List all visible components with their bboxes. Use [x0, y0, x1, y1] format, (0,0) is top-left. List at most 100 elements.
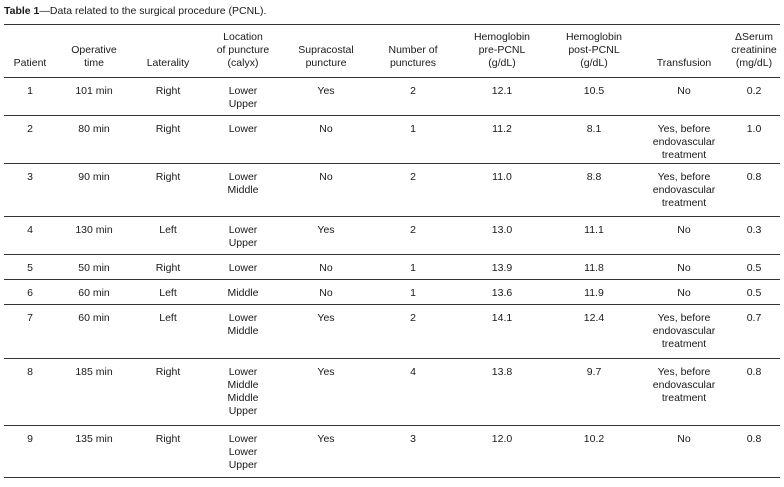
location-cell-line: Lower — [228, 224, 258, 236]
table-header: Patient Operative time Laterality Location of… — [4, 24, 780, 78]
transfusion-cell-line: No — [677, 85, 691, 97]
transfusion-cell: Yes, before endovascular treatment — [640, 305, 728, 359]
transfusion-cell-line: treatment — [661, 149, 707, 161]
supracostal-cell: No — [319, 262, 333, 274]
header-row: Patient Operative time Laterality Location of… — [4, 24, 780, 78]
punctures-cell: 3 — [410, 433, 416, 445]
table-row: 3 90 min Right Lower Middle No 2 11.0 8.8 Yes, be… — [4, 164, 780, 217]
punctures-cell: 1 — [410, 262, 416, 274]
creatinine-cell: 0.2 — [746, 85, 762, 97]
column-header-operative-time: Operative time — [56, 25, 132, 78]
column-header-line: post-PCNL — [568, 44, 620, 56]
surgical-procedure-table: Patient Operative time Laterality Location of… — [4, 24, 780, 478]
column-header-number-of-punctures: Number of punctures — [370, 25, 456, 78]
punctures-cell: 4 — [410, 366, 416, 378]
time-cell: 90 min — [78, 171, 110, 183]
location-cell-line: Lower — [228, 433, 258, 445]
hb-pre-cell: 13.0 — [491, 224, 513, 236]
hb-pre-cell: 14.1 — [491, 312, 513, 324]
punctures-cell: 2 — [410, 312, 416, 324]
laterality-cell: Right — [155, 366, 181, 378]
transfusion-cell: No — [640, 78, 728, 116]
hb-post-cell: 8.8 — [586, 171, 602, 183]
column-header-line: Hemoglobin — [565, 31, 623, 43]
location-cell-line: Lower — [228, 262, 258, 274]
hb-pre-cell: 12.0 — [491, 433, 513, 445]
transfusion-cell-line: Yes, before — [657, 123, 711, 135]
laterality-cell: Right — [155, 171, 181, 183]
patient-cell: 3 — [27, 171, 33, 183]
location-cell-line: Lower — [228, 446, 258, 458]
transfusion-cell-line: Yes, before — [657, 171, 711, 183]
transfusion-cell: Yes, before endovascular treatment — [640, 116, 728, 164]
creatinine-cell: 0.5 — [746, 287, 762, 299]
patient-cell: 6 — [27, 287, 33, 299]
table-row: 9 135 min Right Lower Lower Upper Yes 3 12.0 10.2… — [4, 426, 780, 478]
hb-post-cell: 11.9 — [584, 287, 604, 299]
time-cell: 130 min — [75, 224, 113, 236]
location-cell-line: Lower — [228, 312, 258, 324]
hb-post-cell: 10.5 — [583, 85, 605, 97]
column-header-line: pre-PCNL — [478, 44, 526, 56]
supracostal-cell: Yes — [317, 433, 335, 445]
location-cell-line: Upper — [228, 405, 258, 417]
creatinine-cell: 0.3 — [746, 224, 762, 236]
patient-cell: 8 — [27, 366, 33, 378]
table-row: 4 130 min Left Lower Upper Yes 2 13.0 11.1 No 0.3 — [4, 217, 780, 255]
creatinine-cell: 0.8 — [746, 433, 762, 445]
patient-cell: 4 — [27, 224, 33, 236]
column-header-line: Transfusion — [656, 57, 712, 69]
creatinine-cell: 1.0 — [746, 123, 762, 135]
supracostal-cell: Yes — [317, 224, 335, 236]
column-header-line: (calyx) — [227, 57, 259, 69]
supracostal-cell: Yes — [317, 366, 335, 378]
transfusion-cell: No — [640, 426, 728, 478]
supracostal-cell: Yes — [317, 85, 335, 97]
laterality-cell: Left — [159, 312, 177, 324]
hb-pre-cell: 12.1 — [491, 85, 513, 97]
location-cell-line: Middle — [227, 287, 259, 299]
punctures-cell: 1 — [410, 123, 416, 135]
hb-pre-cell: 13.6 — [491, 287, 513, 299]
table-row: 5 50 min Right Lower No 1 13.9 11.8 No 0.5 — [4, 255, 780, 280]
column-header-line: (g/dL) — [488, 57, 516, 69]
transfusion-cell-line: endovascular — [652, 136, 716, 148]
laterality-cell: Right — [155, 85, 181, 97]
transfusion-cell: No — [640, 217, 728, 255]
table-row: 7 60 min Left Lower Middle Yes 2 14.1 12.4 Yes, b… — [4, 305, 780, 359]
creatinine-cell: 0.7 — [746, 312, 762, 324]
supracostal-cell: Yes — [317, 312, 335, 324]
location-cell: Lower Upper — [204, 217, 282, 255]
hb-pre-cell: 13.9 — [491, 262, 513, 274]
column-header-line: time — [84, 57, 104, 69]
column-header-line: punctures — [389, 57, 437, 69]
column-header-line: of puncture — [216, 44, 270, 56]
patient-cell: 2 — [27, 123, 33, 135]
table-row: 2 80 min Right Lower No 1 11.2 8.1 Yes, before en… — [4, 116, 780, 164]
column-header-line: puncture — [305, 57, 347, 69]
location-cell-line: Middle — [227, 325, 259, 337]
column-header-line: ΔSerum — [735, 31, 773, 43]
supracostal-cell: No — [319, 171, 333, 183]
column-header-transfusion: Transfusion — [640, 25, 728, 78]
location-cell: Lower Upper — [204, 78, 282, 116]
creatinine-cell: 0.8 — [746, 171, 762, 183]
time-cell: 135 min — [75, 433, 113, 445]
transfusion-cell-line: Yes, before — [657, 366, 711, 378]
location-cell-line: Lower — [228, 366, 258, 378]
column-header-line: Patient — [13, 57, 47, 69]
creatinine-cell: 0.8 — [746, 366, 762, 378]
table-caption-label: Table 1 — [4, 5, 40, 17]
transfusion-cell-line: No — [677, 287, 691, 299]
location-cell: Lower Middle Middle Upper — [204, 359, 282, 426]
hb-post-cell: 9.7 — [586, 366, 602, 378]
laterality-cell: Left — [159, 287, 177, 299]
location-cell-line: Lower — [228, 171, 258, 183]
location-cell-line: Upper — [228, 237, 258, 249]
transfusion-cell-line: treatment — [661, 338, 707, 350]
location-cell-line: Lower — [228, 85, 258, 97]
patient-cell: 9 — [27, 433, 33, 445]
hb-pre-cell: 11.2 — [492, 123, 512, 135]
column-header-line: Hemoglobin — [473, 31, 531, 43]
column-header-line: Location — [223, 31, 263, 43]
